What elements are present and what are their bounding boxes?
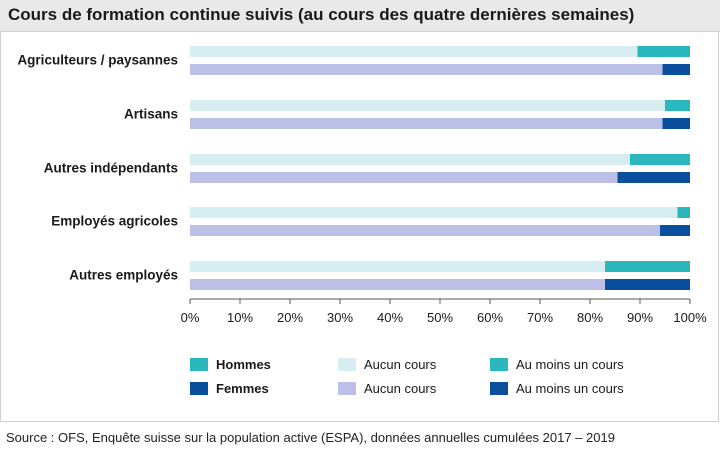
bar-hommes-aucun-2 <box>190 154 630 165</box>
category-label: Autres indépendants <box>44 161 178 176</box>
x-tick-label: 30% <box>327 310 353 325</box>
category-label: Agriculteurs / paysannes <box>17 53 178 68</box>
legend-swatch-hommes <box>190 358 208 371</box>
bar-femmes-au-moins-2 <box>617 172 690 183</box>
bar-femmes-aucun-2 <box>190 172 618 183</box>
x-tick-label: 20% <box>277 310 303 325</box>
bar-femmes-au-moins-1 <box>662 118 690 129</box>
bar-hommes-au-moins-1 <box>665 100 690 111</box>
bar-hommes-au-moins-4 <box>605 261 690 272</box>
x-tick-label: 90% <box>627 310 653 325</box>
bar-hommes-aucun-1 <box>190 100 665 111</box>
legend-label-au-moins: Au moins un cours <box>516 381 624 396</box>
chart-frame <box>0 32 719 422</box>
bar-femmes-au-moins-4 <box>605 279 690 290</box>
legend-label-aucun: Aucun cours <box>364 357 437 372</box>
category-label: Artisans <box>124 107 178 122</box>
bar-hommes-au-moins-0 <box>637 46 690 57</box>
bar-hommes-aucun-3 <box>190 207 678 218</box>
legend-label-hommes: Hommes <box>216 357 271 372</box>
x-tick-label: 50% <box>427 310 453 325</box>
legend-swatch-au-moins <box>490 358 508 371</box>
bar-hommes-au-moins-3 <box>677 207 690 218</box>
title-bar: Cours de formation continue suivis (au c… <box>0 0 720 32</box>
x-tick-label: 0% <box>181 310 200 325</box>
chart-svg: Agriculteurs / paysannes Artisans Autres i… <box>17 46 707 396</box>
legend-label-femmes: Femmes <box>216 381 269 396</box>
bar-hommes-aucun-0 <box>190 46 638 57</box>
x-tick-label: 80% <box>577 310 603 325</box>
x-tick-label: 40% <box>377 310 403 325</box>
x-tick-label: 10% <box>227 310 253 325</box>
x-tick-label: 60% <box>477 310 503 325</box>
legend-label-au-moins: Au moins un cours <box>516 357 624 372</box>
bar-femmes-aucun-1 <box>190 118 663 129</box>
category-label: Employés agricoles <box>51 214 178 229</box>
bar-hommes-aucun-4 <box>190 261 605 272</box>
source-note: Source : OFS, Enquête suisse sur la popu… <box>6 430 615 445</box>
legend-swatch-au-moins <box>490 382 508 395</box>
legend-label-aucun: Aucun cours <box>364 381 437 396</box>
bar-hommes-au-moins-2 <box>630 154 690 165</box>
category-label: Autres employés <box>69 268 178 283</box>
legend-swatch-femmes <box>190 382 208 395</box>
legend-swatch-aucun <box>338 358 356 371</box>
bar-femmes-aucun-4 <box>190 279 605 290</box>
bar-femmes-aucun-3 <box>190 225 660 236</box>
bar-femmes-aucun-0 <box>190 64 663 75</box>
x-tick-label: 70% <box>527 310 553 325</box>
legend-swatch-aucun <box>338 382 356 395</box>
bar-femmes-au-moins-0 <box>662 64 690 75</box>
x-tick-label: 100% <box>673 310 707 325</box>
bar-femmes-au-moins-3 <box>660 225 690 236</box>
chart-title: Cours de formation continue suivis (au c… <box>8 5 635 24</box>
